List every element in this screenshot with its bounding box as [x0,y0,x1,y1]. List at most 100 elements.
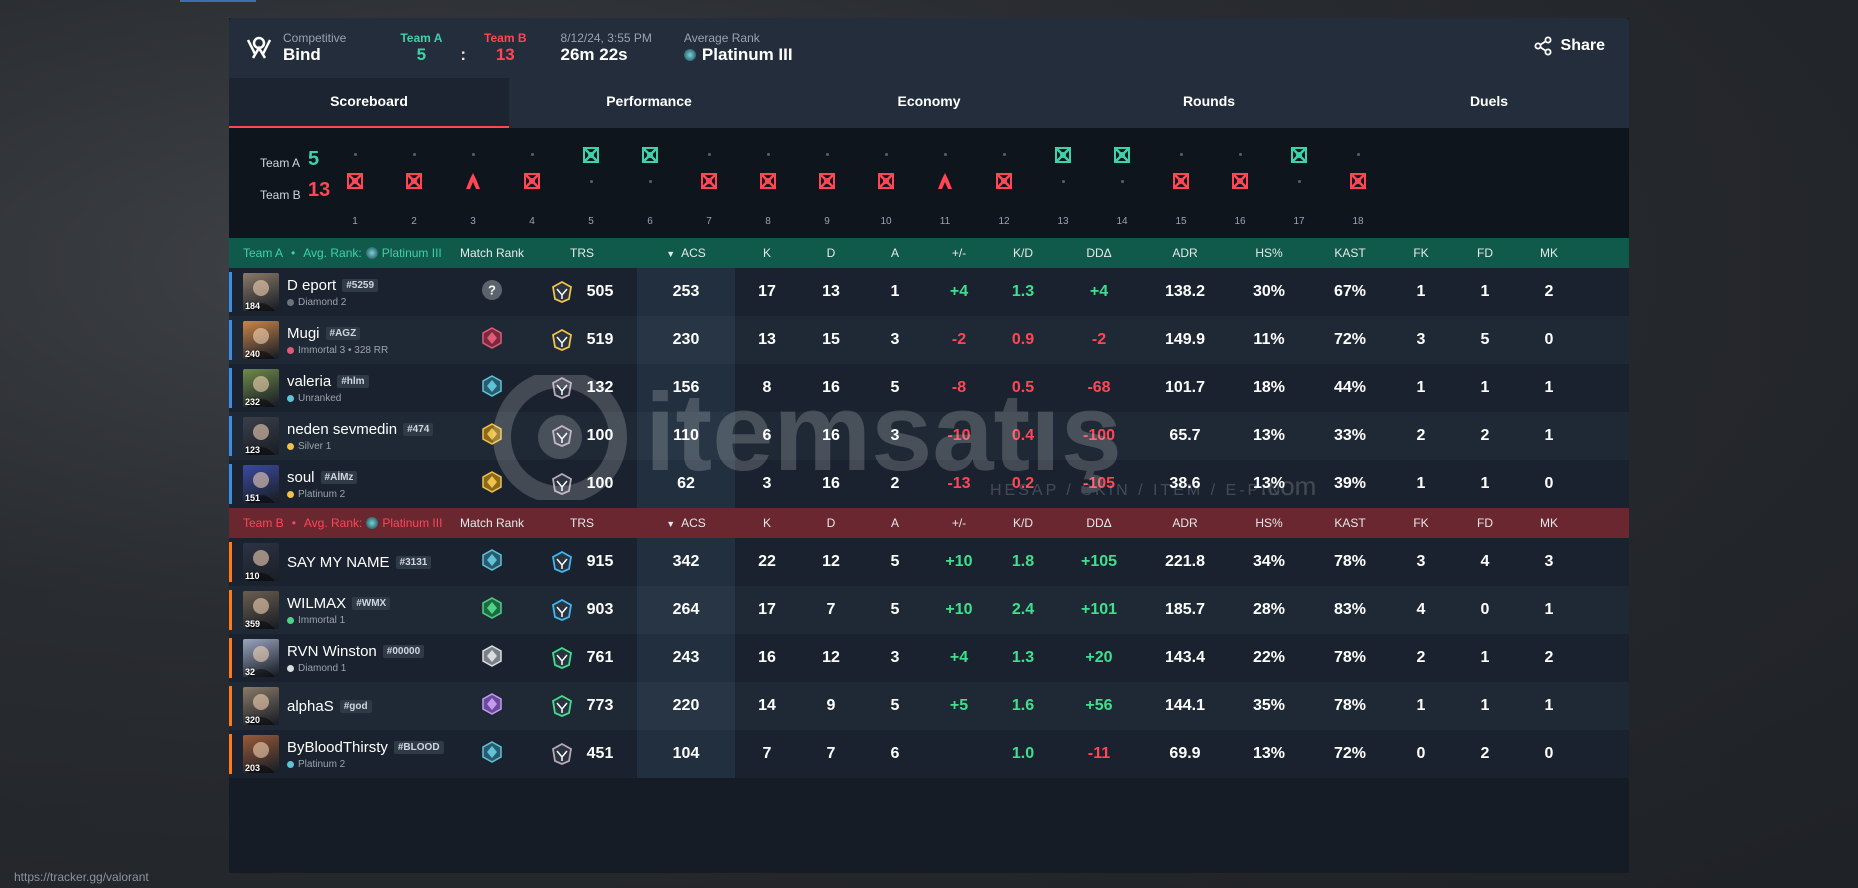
player-row[interactable]: 359 WILMAX #WMX Immortal 1 903 264 17 7 5 +10 2.4 +… [229,586,1629,634]
agent-avatar[interactable]: 151 [243,465,279,503]
column-header-a[interactable]: A [890,246,899,260]
player-row[interactable]: 123 neden sevmedin #474 Silver 1 100 110 6 16 3 -… [229,412,1629,460]
player-name[interactable]: valeria [287,372,332,390]
player-name[interactable]: SAY MY NAME [287,553,390,571]
round-16-elimination-icon[interactable] [1230,171,1250,191]
player-name[interactable]: soul [287,468,315,486]
player-row[interactable]: 240 Mugi #AGZ Immortal 3 • 328 RR 519 230 13 15… [229,316,1629,364]
player-row[interactable]: 110 SAY MY NAME #3131 915 342 22 12 5 +10 1.8 +105… [229,538,1629,586]
round-3-defuse-icon[interactable] [463,171,483,191]
round-1-elimination-icon[interactable] [345,171,365,191]
first-kills-value: 1 [1416,697,1426,714]
agent-avatar[interactable]: 203 [243,735,279,773]
round-4-elimination-icon[interactable] [522,171,542,191]
column-header-kast[interactable]: KAST [1334,246,1366,260]
kills-value: 7 [762,745,772,762]
share-button[interactable]: Share [1533,36,1605,56]
column-header-kd[interactable]: K/D [1012,516,1033,530]
column-header-plus-minus[interactable]: +/- [951,246,967,260]
column-header-trs[interactable]: TRS [570,516,594,530]
column-header-hs[interactable]: HS% [1255,516,1283,530]
agent-avatar[interactable]: 123 [243,417,279,455]
column-header-k[interactable]: K [762,246,771,260]
player-row[interactable]: 151 soul #AİMz Platinum 2 100 62 3 16 2 -13 0.2 -10… [229,460,1629,508]
column-header-a[interactable]: A [890,516,899,530]
player-tag: #3131 [395,555,432,569]
player-row[interactable]: 32 RVN Winston #00000 Diamond 1 761 243 16 12 3 +… [229,634,1629,682]
column-header-mk[interactable]: MK [1540,516,1558,530]
agent-avatar[interactable]: 359 [243,591,279,629]
trs-tier-icon [551,599,572,621]
round-3-empty-dot [472,153,475,156]
round-13-elimination-icon[interactable] [1053,145,1073,165]
player-name[interactable]: RVN Winston [287,642,377,660]
column-header-d[interactable]: D [826,246,836,260]
agent-avatar[interactable]: 232 [243,369,279,407]
multi-kills-value: 2 [1544,649,1554,666]
column-header-adr[interactable]: ADR [1172,516,1198,530]
browser-progress-line [180,0,256,2]
column-header-dd-delta[interactable]: DDΔ [1086,516,1112,530]
round-7-elimination-icon[interactable] [699,171,719,191]
column-header-kd[interactable]: K/D [1012,246,1033,260]
column-header-fk[interactable]: FK [1413,246,1429,260]
column-header-kast[interactable]: KAST [1334,516,1366,530]
tab-duels[interactable]: Duels [1469,93,1509,109]
column-header-fd[interactable]: FD [1477,246,1493,260]
column-header-d[interactable]: D [826,516,836,530]
round-5-elimination-icon[interactable] [581,145,601,165]
round-15-elimination-icon[interactable] [1171,171,1191,191]
tab-economy[interactable]: Economy [897,93,961,109]
player-name[interactable]: Mugi [287,324,320,342]
player-row[interactable]: 203 ByBloodThirsty #BLOOD Platinum 2 451 104 7… [229,730,1629,778]
column-header-match-rank[interactable]: Match Rank [459,246,525,260]
agent-avatar[interactable]: 110 [243,543,279,581]
column-header-fk[interactable]: FK [1413,516,1429,530]
trs-tier-icon [551,377,572,399]
round-8-elimination-icon[interactable] [758,171,778,191]
column-header-trs[interactable]: TRS [570,246,594,260]
player-row[interactable]: 320 alphaS #god 773 220 14 9 5 +5 1.6 +56 144.1 35% 7… [229,682,1629,730]
player-name[interactable]: ByBloodThirsty [287,738,388,756]
trs-value: 100 [586,475,614,492]
round-14-elimination-icon[interactable] [1112,145,1132,165]
column-header-fd[interactable]: FD [1477,516,1493,530]
tab-rounds[interactable]: Rounds [1182,93,1236,109]
column-header-plus-minus[interactable]: +/- [951,516,967,530]
round-2-elimination-icon[interactable] [404,171,424,191]
round-9-elimination-icon[interactable] [817,171,837,191]
player-name[interactable]: alphaS [287,697,334,715]
round-18-elimination-icon[interactable] [1348,171,1368,191]
round-10-elimination-icon[interactable] [876,171,896,191]
round-17-elimination-icon[interactable] [1289,145,1309,165]
round-16-empty-dot [1239,153,1242,156]
round-number: 5 [588,216,594,227]
column-header-acs[interactable]: ▼ ACS [637,246,735,260]
trs-value: 100 [586,427,614,444]
round-6-elimination-icon[interactable] [640,145,660,165]
player-row[interactable]: 184 D eport #5259 Diamond 2? 505 253 17 13 1 +4 1.… [229,268,1629,316]
round-12-elimination-icon[interactable] [994,171,1014,191]
plus-minus-value: -8 [951,379,967,396]
column-header-hs[interactable]: HS% [1255,246,1283,260]
player-name[interactable]: neden sevmedin [287,420,398,438]
player-name[interactable]: WILMAX [287,594,347,612]
column-header-mk[interactable]: MK [1540,246,1558,260]
agent-avatar[interactable]: 184 [243,273,279,311]
agent-avatar[interactable]: 240 [243,321,279,359]
hs-value: 28% [1252,601,1286,618]
player-name[interactable]: D eport [287,276,337,294]
competitive-mode-icon [246,36,272,59]
player-row[interactable]: 232 valeria #hlm Unranked 132 156 8 16 5 -8 0.5 -68… [229,364,1629,412]
agent-avatar[interactable]: 32 [243,639,279,677]
column-header-adr[interactable]: ADR [1172,246,1198,260]
column-header-k[interactable]: K [762,516,771,530]
column-header-acs[interactable]: ▼ ACS [637,516,735,530]
column-header-dd-delta[interactable]: DDΔ [1086,246,1112,260]
tab-scoreboard[interactable]: Scoreboard [229,78,509,128]
column-header-match-rank[interactable]: Match Rank [459,516,525,530]
round-11-defuse-icon[interactable] [935,171,955,191]
team-b-avg-rank: Platinum III [382,516,443,530]
tab-performance[interactable]: Performance [606,93,692,109]
agent-avatar[interactable]: 320 [243,687,279,725]
